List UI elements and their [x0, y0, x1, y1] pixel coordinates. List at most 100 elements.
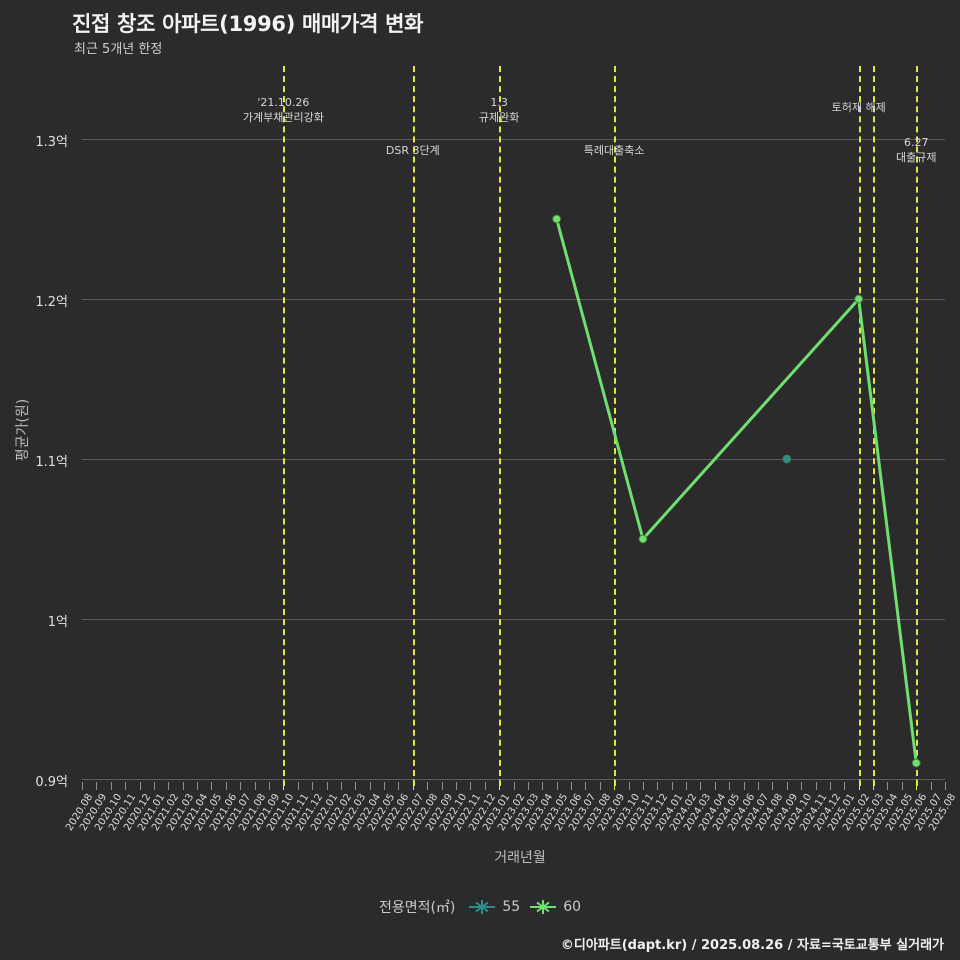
x-axis-tick [297, 782, 299, 790]
x-axis-tick [786, 782, 788, 790]
series-data-point[interactable] [552, 214, 562, 224]
x-axis-tick [484, 782, 486, 790]
gridline [82, 459, 945, 460]
x-axis-tick [125, 782, 127, 790]
legend: 전용면적(㎡) 55 60 [0, 897, 960, 917]
y-axis-tick-label: 0.9억 [35, 775, 68, 790]
x-axis-tick [225, 782, 227, 790]
gridline [82, 619, 945, 620]
x-axis-tick [470, 782, 472, 790]
x-axis-tick [326, 782, 328, 790]
event-vline [873, 66, 876, 786]
x-axis-tick [657, 782, 659, 790]
series-data-point[interactable] [638, 534, 648, 544]
event-vline [283, 66, 286, 786]
x-axis-tick [614, 779, 616, 790]
x-axis-tick [82, 782, 83, 790]
gridline [82, 779, 945, 780]
x-axis-tick [585, 782, 587, 790]
x-axis-tick [901, 782, 903, 790]
x-axis-title: 거래년월 [494, 850, 546, 866]
x-axis-tick [211, 782, 213, 790]
event-annotation-label: 특례대출축소 [583, 144, 645, 157]
x-axis-tick [801, 782, 803, 790]
event-annotation: DSR 3단계 [386, 143, 440, 158]
y-axis-title: 평균가(원) [15, 398, 31, 462]
event-annotation-label: 규제완화 [478, 111, 520, 124]
x-axis-tick [930, 782, 932, 790]
event-annotation: '21.10.26 가계부채관리강화 [243, 95, 324, 125]
x-axis-tick [355, 782, 357, 790]
x-axis-tick [398, 782, 400, 790]
event-annotation-label: DSR 3단계 [385, 144, 440, 157]
event-annotation-label: 가계부채관리강화 [242, 111, 324, 124]
event-annotation: 토허제 해제 [832, 100, 886, 115]
event-vline [412, 66, 415, 786]
x-axis-tick [96, 782, 98, 790]
x-axis-tick [758, 782, 760, 790]
x-axis-tick [628, 782, 630, 790]
x-axis-tick [197, 782, 199, 790]
event-annotation-date: 6.27 [903, 136, 929, 149]
x-axis-tick [844, 782, 846, 790]
x-axis-tick [513, 782, 515, 790]
legend-item[interactable]: 60 [530, 899, 581, 915]
event-vline [499, 66, 502, 786]
x-axis-tick [686, 782, 688, 790]
x-axis-tick [441, 782, 443, 790]
x-axis-tick [642, 782, 644, 790]
x-axis-tick [240, 782, 242, 790]
x-axis-tick [887, 782, 889, 790]
x-axis-tick [499, 779, 501, 790]
x-axis-tick [369, 782, 371, 790]
x-axis-tick [700, 782, 702, 790]
gridline [82, 299, 945, 300]
x-axis-tick [743, 782, 745, 790]
x-axis-tick [542, 782, 544, 790]
event-annotation-label: 대출규제 [895, 151, 937, 164]
y-axis-tick-label: 1.1억 [35, 455, 68, 470]
x-axis-tick [858, 779, 860, 790]
legend-item[interactable]: 55 [469, 899, 520, 915]
x-axis-tick [571, 782, 573, 790]
x-axis-tick [815, 782, 817, 790]
x-axis-tick [714, 782, 716, 790]
event-vline [614, 66, 617, 786]
x-axis-tick [110, 782, 112, 790]
x-axis-tick [527, 782, 529, 790]
x-axis-tick [153, 782, 155, 790]
x-axis-tick [168, 782, 170, 790]
page-subtitle: 최근 5개년 한정 [74, 42, 163, 57]
x-axis-tick [455, 782, 457, 790]
x-axis-tick [283, 779, 285, 790]
event-annotation: 1.3 규제완화 [479, 95, 519, 125]
x-axis-tick [772, 782, 774, 790]
x-axis-tick [945, 782, 946, 790]
event-annotation: 6.27 대출규제 [896, 135, 936, 165]
event-vline [858, 66, 861, 786]
gridline [82, 139, 945, 140]
event-annotation: 특례대출축소 [584, 143, 645, 158]
legend-title: 전용면적(㎡) [378, 900, 456, 916]
x-axis-tick [139, 782, 141, 790]
legend-marker-icon [469, 900, 496, 914]
x-axis-tick [829, 782, 831, 790]
x-axis-tick [427, 782, 429, 790]
x-axis-tick [729, 782, 731, 790]
event-annotation-date: 1.3 [490, 96, 508, 109]
x-axis-tick [599, 782, 601, 790]
x-axis-tick [384, 782, 386, 790]
event-annotation-date: '21.10.26 [257, 96, 310, 109]
x-axis-tick [873, 779, 875, 790]
x-axis-tick [412, 779, 414, 790]
event-annotation-label: 토허제 해제 [831, 101, 886, 114]
x-axis-tick [671, 782, 673, 790]
x-axis-tick [268, 782, 270, 790]
page-title: 진접 창조 아파트(1996) 매매가격 변화 [72, 12, 424, 36]
x-axis-tick [312, 782, 314, 790]
x-axis-tick [340, 782, 342, 790]
y-axis-tick-label: 1.2억 [35, 295, 68, 310]
legend-marker-icon [530, 900, 557, 914]
